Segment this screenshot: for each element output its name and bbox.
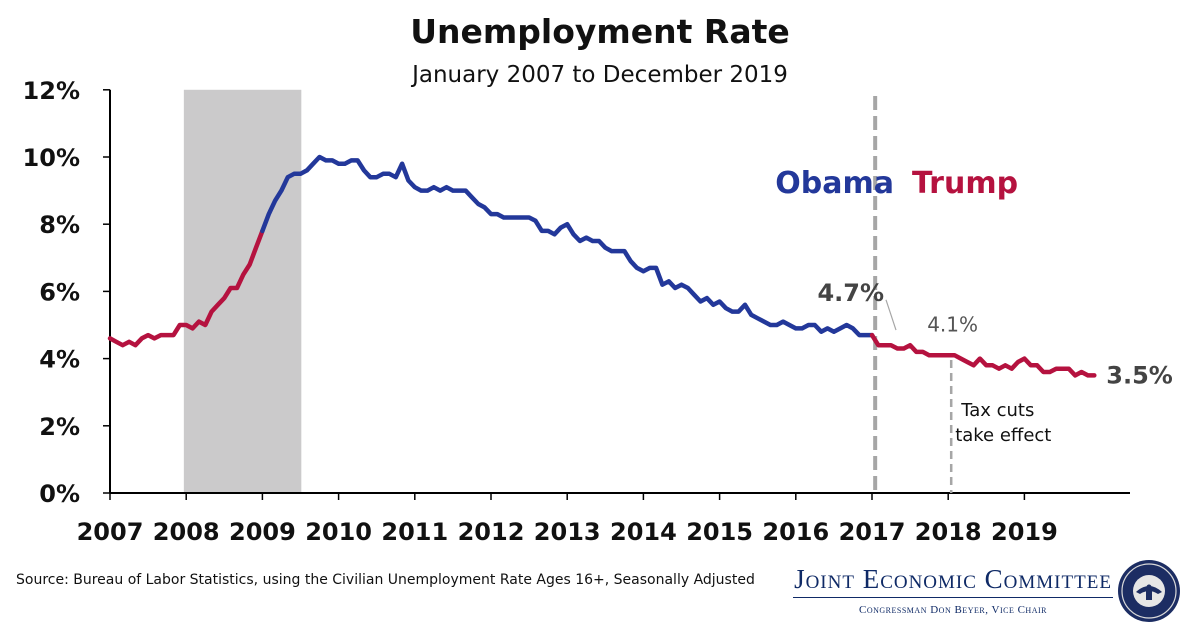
x-tick-label: 2008 [153,518,220,546]
source-note: Source: Bureau of Labor Statistics, usin… [16,572,755,588]
tax-cut-value-label: 4.1% [927,313,978,337]
tax-cut-annotation-line-2: take effect [955,425,1051,446]
y-tick-label: 10% [23,144,80,172]
x-tick-label: 2009 [229,518,296,546]
x-tick-label: 2012 [458,518,525,546]
series-line-red [107,228,265,348]
end-value-label: 3.5% [1106,361,1173,389]
x-tick-label: 2016 [762,518,829,546]
x-tick-label: 2018 [915,518,982,546]
y-tick-label: 0% [39,480,80,508]
inauguration-value-label: 4.7% [817,279,884,307]
x-tick-label: 2010 [305,518,372,546]
x-tick-label: 2017 [839,518,906,546]
inauguration-leader-line [885,299,897,331]
chart-title: Unemployment Rate [410,12,790,51]
x-tick-label: 2015 [686,518,753,546]
recession-band [183,89,302,494]
x-tick-label: 2014 [610,518,677,546]
congress-seal-icon [1118,560,1180,622]
jec-divider [793,597,1113,598]
y-tick-label: 8% [39,211,80,239]
y-tick-label: 4% [39,346,80,374]
jec-name: Joint Economic Committee [794,564,1112,594]
x-tick-label: 2007 [77,518,144,546]
y-tick-label: 12% [23,77,80,105]
obama-label: Obama [775,166,894,201]
series-line-blue [260,154,875,338]
trump-label: Trump [912,166,1018,201]
chart-subtitle: January 2007 to December 2019 [412,62,788,88]
x-tick-label: 2019 [991,518,1058,546]
tax-cut-annotation-line-1: Tax cuts [960,400,1034,421]
y-tick-label: 6% [39,278,80,306]
jec-logo: Joint Economic Committee Congressman Don… [790,558,1116,624]
x-tick-label: 2013 [534,518,601,546]
x-tick-label: 2011 [381,518,448,546]
jec-subtitle: Congressman Don Beyer, Vice Chair [859,604,1047,616]
y-tick-label: 2% [39,413,80,441]
series-line-red [869,332,1097,378]
